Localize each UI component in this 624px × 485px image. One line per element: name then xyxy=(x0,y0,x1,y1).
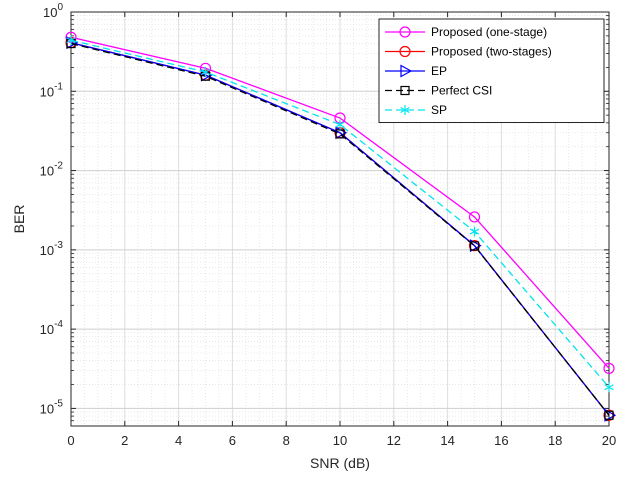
data-point xyxy=(604,382,614,393)
y-tick-label: 10-2 xyxy=(40,161,64,179)
legend-entry: Proposed (two-stages) xyxy=(385,45,552,59)
legend-marker xyxy=(399,26,411,38)
legend-label: Proposed (two-stages) xyxy=(431,45,552,59)
y-tick-exponent: -3 xyxy=(54,240,63,251)
asterisk-stroke xyxy=(200,68,211,76)
data-point xyxy=(603,362,615,374)
y-tick-exponent: 0 xyxy=(57,2,63,13)
data-point xyxy=(66,35,76,46)
x-tick-label: 2 xyxy=(121,433,128,448)
data-point xyxy=(604,410,614,420)
series-line xyxy=(70,42,610,416)
y-tick-label: 10-3 xyxy=(40,240,64,258)
series-4 xyxy=(66,35,614,393)
data-point xyxy=(335,129,345,139)
x-tick-label: 10 xyxy=(333,433,347,448)
series-line xyxy=(70,36,610,369)
legend-entry: Proposed (one-stage) xyxy=(385,25,547,39)
legend-marker xyxy=(400,105,410,115)
data-point xyxy=(335,119,345,130)
x-tick-label: 4 xyxy=(175,433,182,448)
x-tick-label: 16 xyxy=(494,433,508,448)
legend-label: Proposed (one-stage) xyxy=(431,25,547,39)
y-tick-label: 100 xyxy=(43,2,63,20)
x-tick-label: 14 xyxy=(440,433,454,448)
legend-marker xyxy=(399,45,411,58)
y-axis-label: BER xyxy=(11,205,27,234)
legend-label: EP xyxy=(431,64,447,78)
y-tick-exponent: -2 xyxy=(54,161,63,172)
data-point xyxy=(468,211,481,223)
x-tick-label: 18 xyxy=(548,433,562,448)
asterisk-stroke xyxy=(66,37,76,44)
series-group xyxy=(65,31,617,422)
y-tick-base: 10 xyxy=(40,401,54,416)
y-tick-label: 10-4 xyxy=(40,319,64,337)
y-tick-label: 10-5 xyxy=(40,398,64,416)
y-tick-base: 10 xyxy=(43,5,57,20)
y-tick-exponent: -4 xyxy=(54,319,63,330)
y-tick-exponent: -1 xyxy=(54,81,63,92)
legend-entry: SP xyxy=(385,103,447,117)
x-tick-label: 6 xyxy=(229,433,236,448)
y-tick-base: 10 xyxy=(40,243,54,258)
asterisk-stroke xyxy=(604,384,614,391)
y-tick-base: 10 xyxy=(40,84,54,99)
x-tick-label: 20 xyxy=(602,433,616,448)
series-0 xyxy=(65,31,615,374)
asterisk-stroke xyxy=(400,106,410,114)
x-axis-label: SNR (dB) xyxy=(310,455,370,471)
legend: Proposed (one-stage) Proposed (two-stages… xyxy=(378,18,605,123)
x-tick-label: 12 xyxy=(387,433,401,448)
y-tick-base: 10 xyxy=(40,164,54,179)
asterisk-stroke xyxy=(469,228,480,235)
y-tick-exponent: -5 xyxy=(54,398,63,409)
data-point xyxy=(469,226,480,237)
asterisk-stroke xyxy=(335,121,345,128)
legend-marker xyxy=(400,85,410,96)
legend-entry: Perfect CSI xyxy=(385,84,492,98)
y-tick-base: 10 xyxy=(40,322,54,337)
x-tick-label: 8 xyxy=(283,433,290,448)
legend-marker xyxy=(400,64,413,78)
data-point xyxy=(469,241,480,251)
series-line xyxy=(70,39,610,388)
legend-entry: EP xyxy=(385,64,447,78)
data-point xyxy=(200,67,211,78)
y-tick-label: 10-1 xyxy=(40,81,64,99)
legend-label: SP xyxy=(431,103,447,117)
x-tick-label: 0 xyxy=(67,433,74,448)
legend-label: Perfect CSI xyxy=(431,84,492,98)
